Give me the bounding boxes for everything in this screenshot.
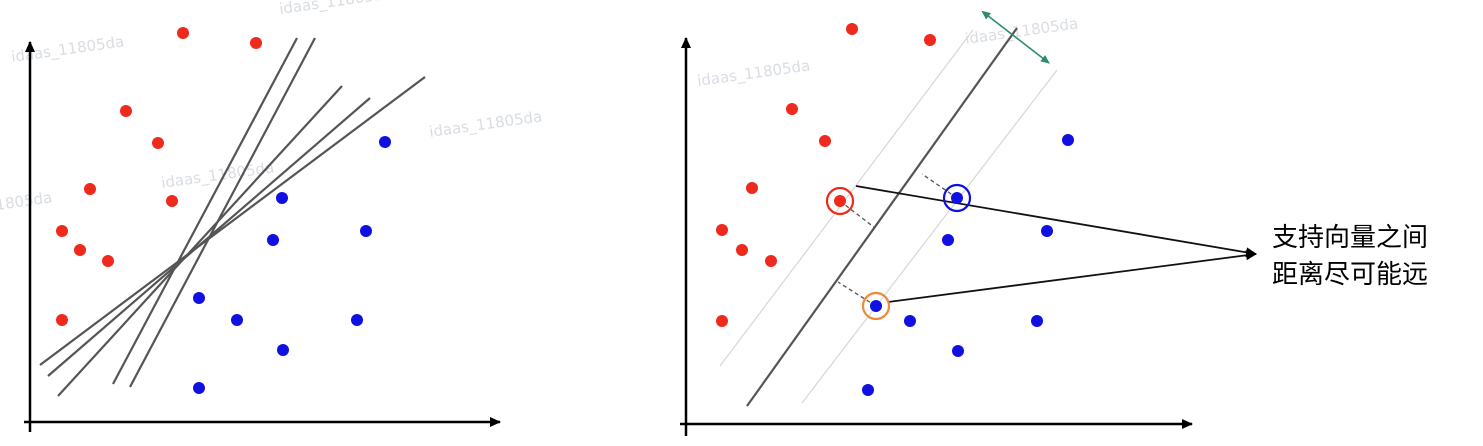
red-point bbox=[166, 195, 178, 207]
watermark: idaas_11805da bbox=[696, 56, 811, 91]
blue-point bbox=[193, 292, 205, 304]
distance-lines bbox=[837, 173, 958, 307]
red-point bbox=[84, 183, 96, 195]
support-vector-ring bbox=[861, 291, 891, 321]
red-point bbox=[765, 255, 777, 267]
red-point bbox=[736, 244, 748, 256]
distance-line bbox=[839, 200, 876, 229]
watermark: idaas_11805da bbox=[0, 188, 53, 223]
margin-width-arrow bbox=[981, 10, 1050, 64]
blue-point bbox=[1062, 134, 1074, 146]
red-point bbox=[716, 224, 728, 236]
watermark: idaas_11805da bbox=[278, 0, 393, 19]
blue-point bbox=[276, 192, 288, 204]
candidate-line bbox=[112, 37, 298, 385]
support-vector-ring bbox=[825, 186, 855, 216]
distance-line bbox=[837, 281, 877, 307]
blue-point bbox=[942, 234, 954, 246]
red-point bbox=[716, 315, 728, 327]
red-point bbox=[56, 314, 68, 326]
margin-line-left bbox=[719, 29, 974, 367]
candidate-lines bbox=[39, 37, 426, 397]
candidate-line bbox=[39, 76, 426, 366]
red-point bbox=[152, 137, 164, 149]
left-panel bbox=[24, 27, 501, 432]
right-red-points bbox=[716, 23, 936, 327]
left-blue-points bbox=[193, 136, 391, 394]
watermark-group: idaas_11805da idaas_11805da idaas_11805d… bbox=[0, 0, 1079, 223]
right-panel bbox=[680, 10, 1257, 436]
blue-point bbox=[951, 192, 963, 204]
red-point bbox=[102, 255, 114, 267]
right-blue-points bbox=[862, 134, 1074, 396]
blue-point bbox=[267, 234, 279, 246]
blue-point bbox=[277, 344, 289, 356]
blue-point bbox=[1031, 315, 1043, 327]
pointer-arrow bbox=[887, 250, 1257, 303]
red-point bbox=[746, 182, 758, 194]
red-point bbox=[786, 103, 798, 115]
blue-point bbox=[862, 384, 874, 396]
red-point bbox=[819, 135, 831, 147]
blue-point bbox=[360, 225, 372, 237]
annotation-line-1: 支持向量之间 bbox=[1272, 223, 1428, 253]
watermark: idaas_11805da bbox=[964, 14, 1079, 49]
blue-point bbox=[870, 300, 882, 312]
red-point bbox=[177, 27, 189, 39]
red-point bbox=[846, 23, 858, 35]
red-point bbox=[74, 244, 86, 256]
blue-point bbox=[379, 136, 391, 148]
red-point bbox=[834, 195, 846, 207]
margin-line-right bbox=[801, 69, 1058, 404]
support-vector-ring bbox=[942, 183, 972, 213]
watermark: idaas_11805da bbox=[10, 32, 125, 67]
watermark: idaas_11805da bbox=[428, 107, 543, 142]
blue-point bbox=[193, 382, 205, 394]
support-vector-rings bbox=[825, 183, 972, 321]
blue-point bbox=[231, 314, 243, 326]
candidate-line bbox=[57, 85, 343, 397]
pointer-arrow bbox=[855, 185, 1257, 258]
blue-point bbox=[351, 314, 363, 326]
red-point bbox=[56, 225, 68, 237]
blue-point bbox=[952, 345, 964, 357]
left-red-points bbox=[56, 27, 262, 326]
blue-point bbox=[1041, 225, 1053, 237]
candidate-line bbox=[129, 37, 316, 388]
blue-point bbox=[904, 315, 916, 327]
red-point bbox=[924, 34, 936, 46]
red-point bbox=[250, 37, 262, 49]
distance-line bbox=[921, 173, 958, 199]
annotation-line-2: 距离尽可能远 bbox=[1272, 260, 1428, 290]
separating-hyperplane bbox=[746, 27, 1018, 407]
red-point bbox=[120, 105, 132, 117]
